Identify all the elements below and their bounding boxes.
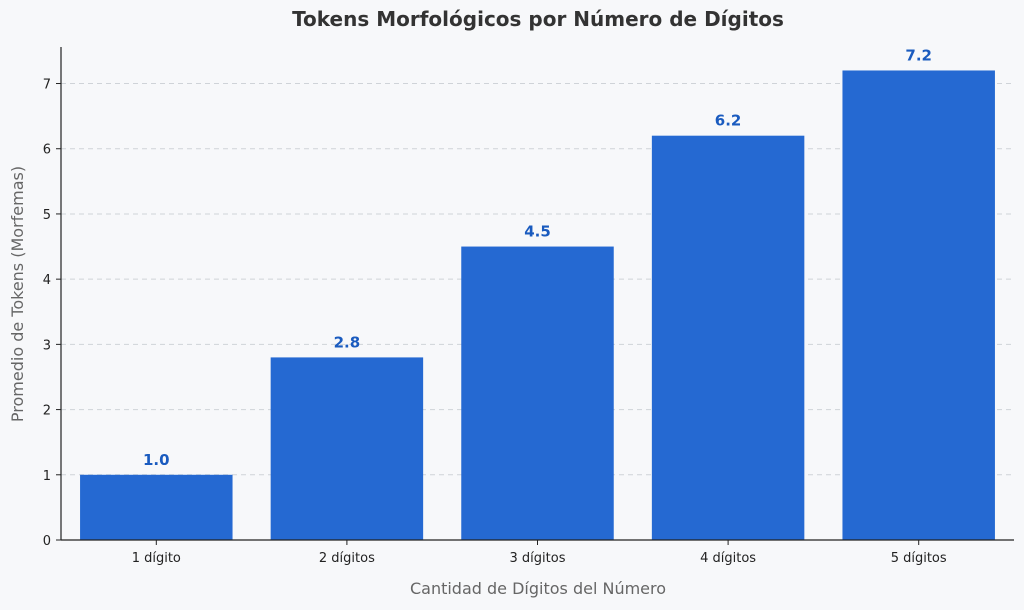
x-tick-label: 2 dígitos [319, 551, 375, 566]
x-tick-label: 1 dígito [132, 551, 181, 566]
bar [651, 135, 805, 540]
bar [80, 474, 233, 540]
x-tick-label: 3 dígitos [510, 551, 566, 566]
bar [842, 70, 995, 540]
y-tick-label: 0 [43, 534, 51, 549]
bar-value-label: 1.0 [143, 451, 170, 469]
chart-title: Tokens Morfológicos por Número de Dígito… [292, 7, 784, 31]
bar [270, 357, 424, 540]
bar [461, 246, 614, 541]
bar-value-label: 6.2 [715, 112, 742, 130]
y-tick-label: 7 [43, 78, 51, 93]
x-axis-ticks: 1 dígito 2 dígitos 3 dígitos 4 dígitos 5 díg… [132, 540, 947, 566]
bar-value-label: 2.8 [334, 333, 361, 351]
y-tick-label: 4 [43, 273, 51, 288]
x-tick-label: 4 dígitos [700, 551, 756, 566]
y-tick-label: 6 [43, 143, 51, 158]
bar-value-label: 7.2 [905, 46, 932, 64]
data-labels: 1.0 2.8 4.5 6.2 7.2 [143, 46, 932, 468]
y-axis-label: Promedio de Tokens (Morfemas) [8, 166, 27, 422]
y-tick-label: 5 [43, 208, 51, 223]
y-axis-ticks: 0 1 2 3 4 5 6 7 [43, 78, 61, 549]
bars [80, 70, 995, 541]
x-tick-label: 5 dígitos [891, 551, 947, 566]
bar-value-label: 4.5 [524, 223, 551, 241]
y-tick-label: 1 [43, 469, 51, 484]
y-tick-label: 3 [43, 338, 51, 353]
x-axis-label: Cantidad de Dígitos del Número [410, 579, 666, 598]
y-tick-label: 2 [43, 404, 51, 419]
